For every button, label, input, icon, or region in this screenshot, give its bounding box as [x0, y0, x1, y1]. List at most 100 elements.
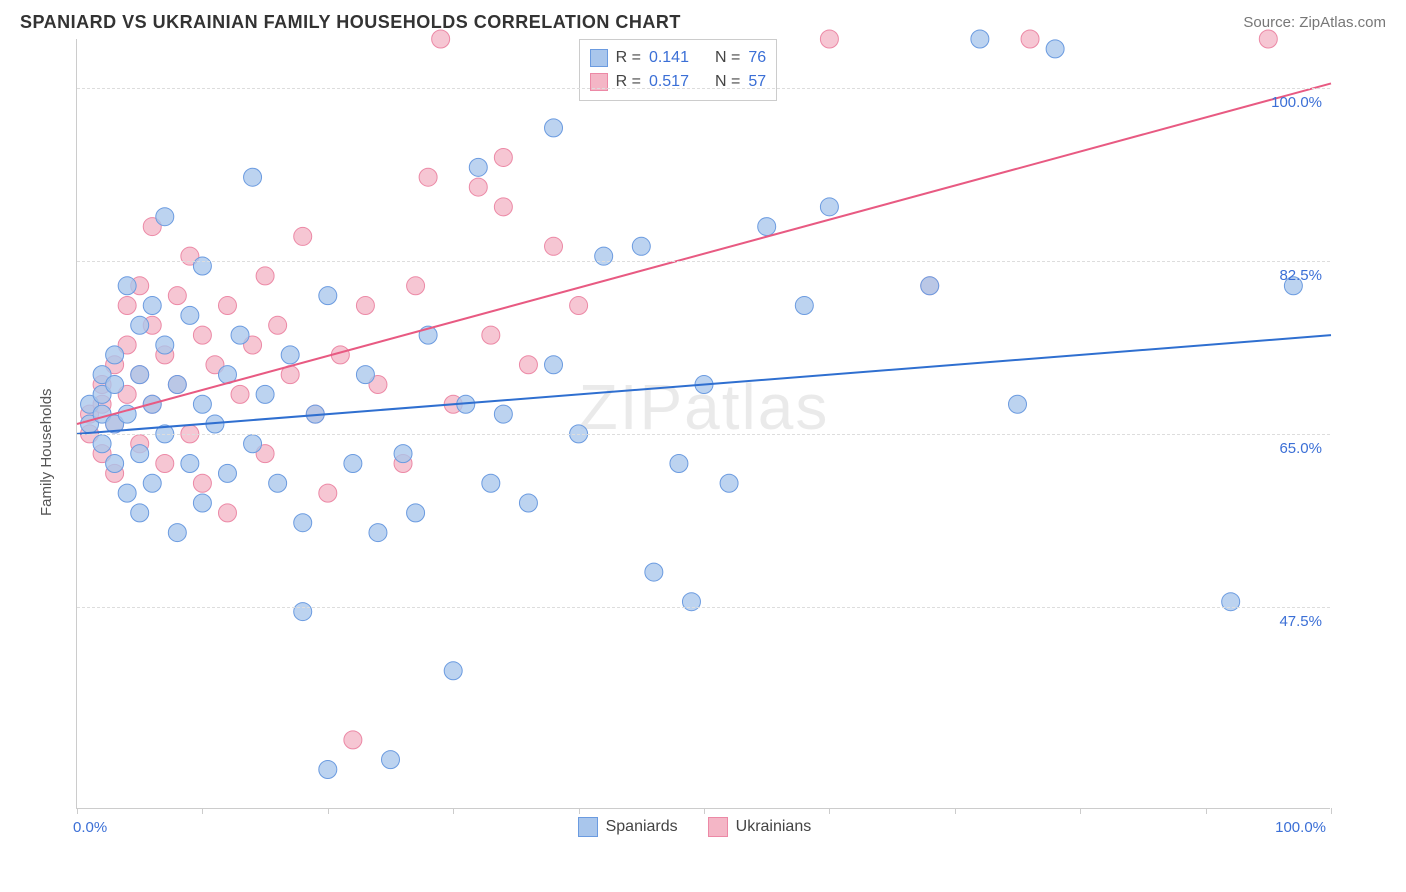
scatter-point	[143, 297, 161, 315]
scatter-point	[256, 385, 274, 403]
source-name[interactable]: ZipAtlas.com	[1299, 14, 1386, 31]
scatter-point	[181, 306, 199, 324]
legend-swatch	[590, 49, 608, 67]
scatter-point	[118, 405, 136, 423]
scatter-point	[168, 524, 186, 542]
chart-container: Family Households ZIPatlas R = 0.141N = …	[20, 39, 1330, 869]
scatter-point	[193, 474, 211, 492]
n-label: N =	[715, 46, 740, 70]
scatter-svg	[77, 39, 1331, 809]
scatter-point	[570, 297, 588, 315]
scatter-point	[106, 415, 124, 433]
scatter-point	[758, 218, 776, 236]
scatter-point	[181, 247, 199, 265]
scatter-point	[193, 326, 211, 344]
scatter-point	[494, 405, 512, 423]
scatter-point	[93, 445, 111, 463]
scatter-point	[131, 366, 149, 384]
scatter-point	[545, 356, 563, 374]
scatter-point	[131, 445, 149, 463]
scatter-point	[143, 395, 161, 413]
legend-swatch	[708, 817, 728, 837]
scatter-point	[218, 297, 236, 315]
scatter-point	[93, 376, 111, 394]
scatter-point	[545, 119, 563, 137]
scatter-point	[670, 454, 688, 472]
trend-line	[77, 335, 1331, 434]
scatter-point	[1222, 593, 1240, 611]
scatter-point	[331, 346, 349, 364]
legend-item: Ukrainians	[708, 817, 812, 837]
chart-title: SPANIARD VS UKRAINIAN FAMILY HOUSEHOLDS …	[20, 12, 681, 33]
scatter-point	[231, 326, 249, 344]
scatter-point	[206, 415, 224, 433]
scatter-point	[106, 415, 124, 433]
legend-swatch	[578, 817, 598, 837]
scatter-point	[143, 316, 161, 334]
x-tick	[955, 808, 956, 814]
scatter-point	[93, 395, 111, 413]
x-tick	[1080, 808, 1081, 814]
scatter-point	[382, 751, 400, 769]
scatter-point	[168, 287, 186, 305]
scatter-point	[118, 297, 136, 315]
scatter-point	[494, 198, 512, 216]
legend-label: Ukrainians	[736, 818, 812, 836]
scatter-point	[81, 405, 99, 423]
scatter-point	[193, 494, 211, 512]
scatter-point	[218, 504, 236, 522]
scatter-point	[294, 227, 312, 245]
scatter-point	[218, 366, 236, 384]
x-tick	[579, 808, 580, 814]
x-tick-label: 100.0%	[1275, 819, 1326, 836]
scatter-point	[1009, 395, 1027, 413]
r-value: 0.141	[649, 46, 689, 70]
legend-item: Spaniards	[578, 817, 678, 837]
scatter-point	[394, 445, 412, 463]
scatter-point	[181, 454, 199, 472]
x-tick	[1206, 808, 1207, 814]
scatter-point	[494, 148, 512, 166]
r-label: R =	[616, 70, 641, 94]
scatter-point	[256, 445, 274, 463]
scatter-point	[419, 168, 437, 186]
stats-row: R = 0.141 N = 76	[590, 46, 767, 70]
scatter-point	[93, 366, 111, 384]
scatter-point	[306, 405, 324, 423]
scatter-point	[407, 504, 425, 522]
scatter-point	[231, 385, 249, 403]
stats-legend-box: R = 0.141N = 76R = 0.517N = 57	[579, 39, 778, 101]
scatter-point	[469, 158, 487, 176]
x-tick	[829, 808, 830, 814]
scatter-point	[419, 326, 437, 344]
scatter-point	[344, 454, 362, 472]
scatter-point	[369, 524, 387, 542]
scatter-point	[469, 178, 487, 196]
scatter-point	[106, 376, 124, 394]
scatter-point	[319, 287, 337, 305]
scatter-point	[168, 376, 186, 394]
scatter-point	[118, 277, 136, 295]
scatter-point	[143, 395, 161, 413]
scatter-point	[206, 356, 224, 374]
scatter-point	[545, 237, 563, 255]
gridline	[77, 434, 1330, 435]
scatter-point	[645, 563, 663, 581]
y-tick-label: 47.5%	[1279, 613, 1322, 630]
x-tick	[328, 808, 329, 814]
scatter-point	[720, 474, 738, 492]
scatter-point	[482, 474, 500, 492]
scatter-point	[294, 514, 312, 532]
source-label: Source:	[1243, 14, 1299, 31]
r-value: 0.517	[649, 70, 689, 94]
scatter-point	[93, 405, 111, 423]
gridline	[77, 88, 1330, 89]
scatter-point	[632, 237, 650, 255]
scatter-point	[118, 336, 136, 354]
y-tick-label: 82.5%	[1279, 267, 1322, 284]
plot-area: ZIPatlas R = 0.141N = 76R = 0.517N = 57 …	[76, 39, 1330, 809]
n-value: 76	[748, 46, 766, 70]
scatter-point	[156, 346, 174, 364]
r-label: R =	[616, 46, 641, 70]
scatter-point	[795, 297, 813, 315]
